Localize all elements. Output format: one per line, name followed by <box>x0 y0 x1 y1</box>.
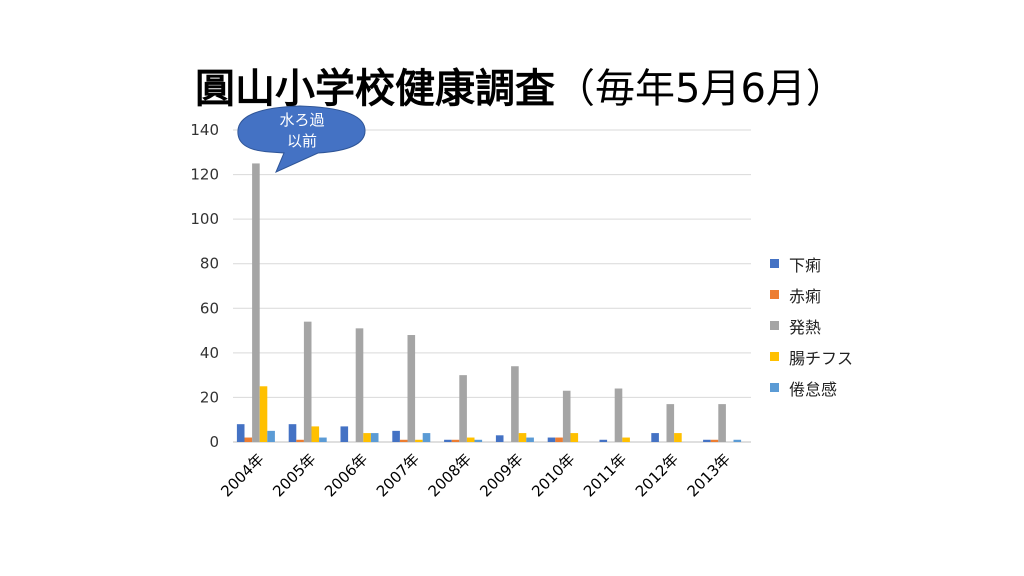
bar-下痢-2006年 <box>340 426 349 442</box>
legend-swatch <box>770 383 779 392</box>
legend-label: 発熱 <box>789 317 822 337</box>
legend-label: 下痢 <box>789 255 822 275</box>
y-tick-label: 80 <box>200 255 219 273</box>
y-tick-label: 140 <box>190 121 219 139</box>
bar-倦怠感-2005年 <box>319 437 327 442</box>
bar-赤痢-2005年 <box>296 439 304 442</box>
bar-腸チフス-2005年 <box>311 426 320 442</box>
x-tick-label: 2005年 <box>269 450 319 500</box>
legend-swatch <box>770 352 779 361</box>
legend-item: 下痢 <box>770 248 853 279</box>
x-axis-ticks: 2004年 2005年 2006年 2007年 2008年 2009年 2010年 2011年… <box>217 450 734 500</box>
chart-title: 圓山小学校健康調査（毎年5月6月） <box>195 56 846 114</box>
bar-赤痢-2013年 <box>710 439 719 442</box>
bar-赤痢-2007年 <box>399 439 408 442</box>
bar-下痢-2007年 <box>392 430 400 442</box>
bar-series <box>236 163 742 442</box>
x-tick-label: 2013年 <box>684 450 734 500</box>
bar-腸チフス-2006年 <box>363 433 371 442</box>
y-tick-label: 100 <box>190 210 219 228</box>
bar-腸チフス-2008年 <box>466 437 475 442</box>
chart-legend: 下痢赤痢発熱腸チフス倦怠感 <box>770 248 853 403</box>
bar-発熱-2006年 <box>355 328 364 442</box>
bar-赤痢-2010年 <box>555 437 563 442</box>
x-tick-label: 2004年 <box>217 450 267 500</box>
bar-腸チフス-2004年 <box>259 386 268 442</box>
legend-item: 赤痢 <box>770 279 853 310</box>
bar-下痢-2009年 <box>495 435 504 442</box>
bar-発熱-2005年 <box>303 321 312 442</box>
bar-倦怠感-2009年 <box>526 437 534 442</box>
bar-発熱-2009年 <box>511 366 519 442</box>
legend-label: 赤痢 <box>789 286 822 306</box>
x-tick-label: 2012年 <box>632 450 682 500</box>
bar-発熱-2004年 <box>252 163 260 442</box>
bar-下痢-2012年 <box>651 433 659 442</box>
bar-発熱-2012年 <box>666 404 675 442</box>
bar-下痢-2004年 <box>236 424 245 442</box>
x-tick-label: 2006年 <box>321 450 371 500</box>
bar-腸チフス-2009年 <box>518 433 527 442</box>
legend-swatch <box>770 290 779 299</box>
legend-item: 発熱 <box>770 310 853 341</box>
y-tick-label: 20 <box>200 388 219 406</box>
y-tick-label: 40 <box>200 344 219 362</box>
bar-下痢-2011年 <box>599 439 608 442</box>
bar-下痢-2010年 <box>547 437 556 442</box>
bar-発熱-2007年 <box>407 335 416 442</box>
bar-赤痢-2004年 <box>244 437 253 442</box>
y-tick-label: 60 <box>200 299 219 317</box>
legend-item: 倦怠感 <box>770 372 853 403</box>
chart-title-main: 圓山小学校健康調査 <box>195 66 555 112</box>
y-tick-label: 120 <box>190 166 219 184</box>
bar-下痢-2013年 <box>703 439 711 442</box>
bar-発熱-2011年 <box>614 388 623 442</box>
bar-腸チフス-2010年 <box>570 433 579 442</box>
bar-下痢-2005年 <box>288 424 297 442</box>
y-axis-ticks: 0 20 40 60 80 100 120 140 <box>190 121 219 451</box>
x-tick-label: 2011年 <box>580 450 630 500</box>
legend-swatch <box>770 259 779 268</box>
bar-腸チフス-2007年 <box>415 439 423 442</box>
bar-発熱-2010年 <box>562 390 571 442</box>
bar-倦怠感-2004年 <box>267 430 275 442</box>
bar-倦怠感-2006年 <box>370 433 379 442</box>
chart-subtitle: （毎年5月6月） <box>555 66 846 112</box>
bar-赤痢-2008年 <box>451 439 460 442</box>
bar-発熱-2013年 <box>718 404 726 442</box>
x-tick-label: 2008年 <box>425 450 475 500</box>
bar-下痢-2008年 <box>444 439 452 442</box>
x-tick-label: 2010年 <box>528 450 578 500</box>
bar-倦怠感-2008年 <box>474 439 483 442</box>
callout-text-line1: 水ろ過 <box>279 111 324 129</box>
legend-item: 腸チフス <box>770 341 853 372</box>
bar-倦怠感-2013年 <box>733 439 742 442</box>
bar-倦怠感-2007年 <box>422 433 431 442</box>
x-tick-label: 2007年 <box>373 450 423 500</box>
bar-発熱-2008年 <box>459 375 467 442</box>
legend-label: 倦怠感 <box>789 379 838 399</box>
callout-bubble <box>237 105 366 173</box>
bar-腸チフス-2012年 <box>674 433 682 442</box>
bar-腸チフス-2011年 <box>622 437 630 442</box>
x-tick-label: 2009年 <box>476 450 526 500</box>
annotation-callout: 水ろ過 以前 <box>237 105 366 173</box>
legend-label: 腸チフス <box>789 348 854 368</box>
legend-swatch <box>770 321 779 330</box>
callout-text-line2: 以前 <box>287 132 317 150</box>
y-tick-label: 0 <box>209 433 219 451</box>
